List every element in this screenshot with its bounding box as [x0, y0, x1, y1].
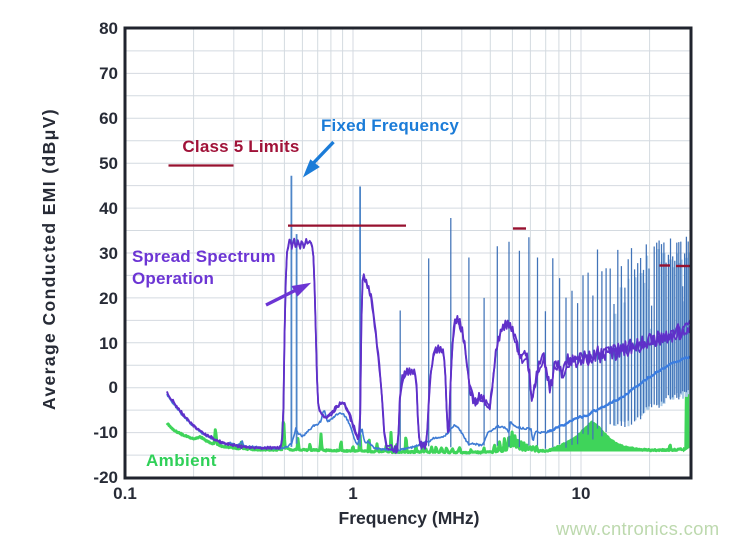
svg-text:40: 40 — [99, 199, 118, 218]
svg-text:Ambient: Ambient — [146, 451, 217, 470]
svg-text:60: 60 — [99, 109, 118, 128]
svg-text:80: 80 — [99, 19, 118, 38]
svg-text:0: 0 — [109, 378, 118, 397]
svg-text:Class 5 Limits: Class 5 Limits — [182, 137, 299, 156]
svg-text:0.1: 0.1 — [113, 484, 137, 503]
svg-text:10: 10 — [572, 484, 591, 503]
svg-text:Spread Spectrum: Spread Spectrum — [132, 247, 276, 266]
svg-text:-20: -20 — [93, 468, 118, 487]
svg-text:50: 50 — [99, 154, 118, 173]
svg-text:1: 1 — [348, 484, 357, 503]
svg-text:Average Conducted EMI (dBμV): Average Conducted EMI (dBμV) — [39, 108, 59, 410]
svg-text:20: 20 — [99, 289, 118, 308]
svg-text:30: 30 — [99, 244, 118, 263]
svg-text:Frequency (MHz): Frequency (MHz) — [339, 508, 480, 528]
svg-text:70: 70 — [99, 64, 118, 83]
svg-text:Fixed Frequency: Fixed Frequency — [321, 116, 459, 135]
svg-text:Operation: Operation — [132, 269, 214, 288]
svg-text:-10: -10 — [93, 423, 118, 442]
svg-text:www.cntronics.com: www.cntronics.com — [555, 518, 719, 539]
svg-text:10: 10 — [99, 334, 118, 353]
